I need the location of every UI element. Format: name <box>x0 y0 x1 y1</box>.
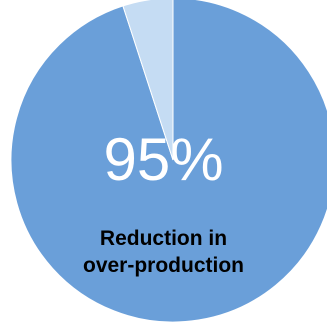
caption-line-1: Reduction in <box>99 227 228 250</box>
caption-line-2: over-production <box>83 254 244 277</box>
center-caption: Reduction in over-production <box>0 225 327 279</box>
pie-slice-remainder <box>122 0 174 161</box>
pie-slice-reduction <box>10 0 327 323</box>
center-value: 95% <box>103 126 224 193</box>
